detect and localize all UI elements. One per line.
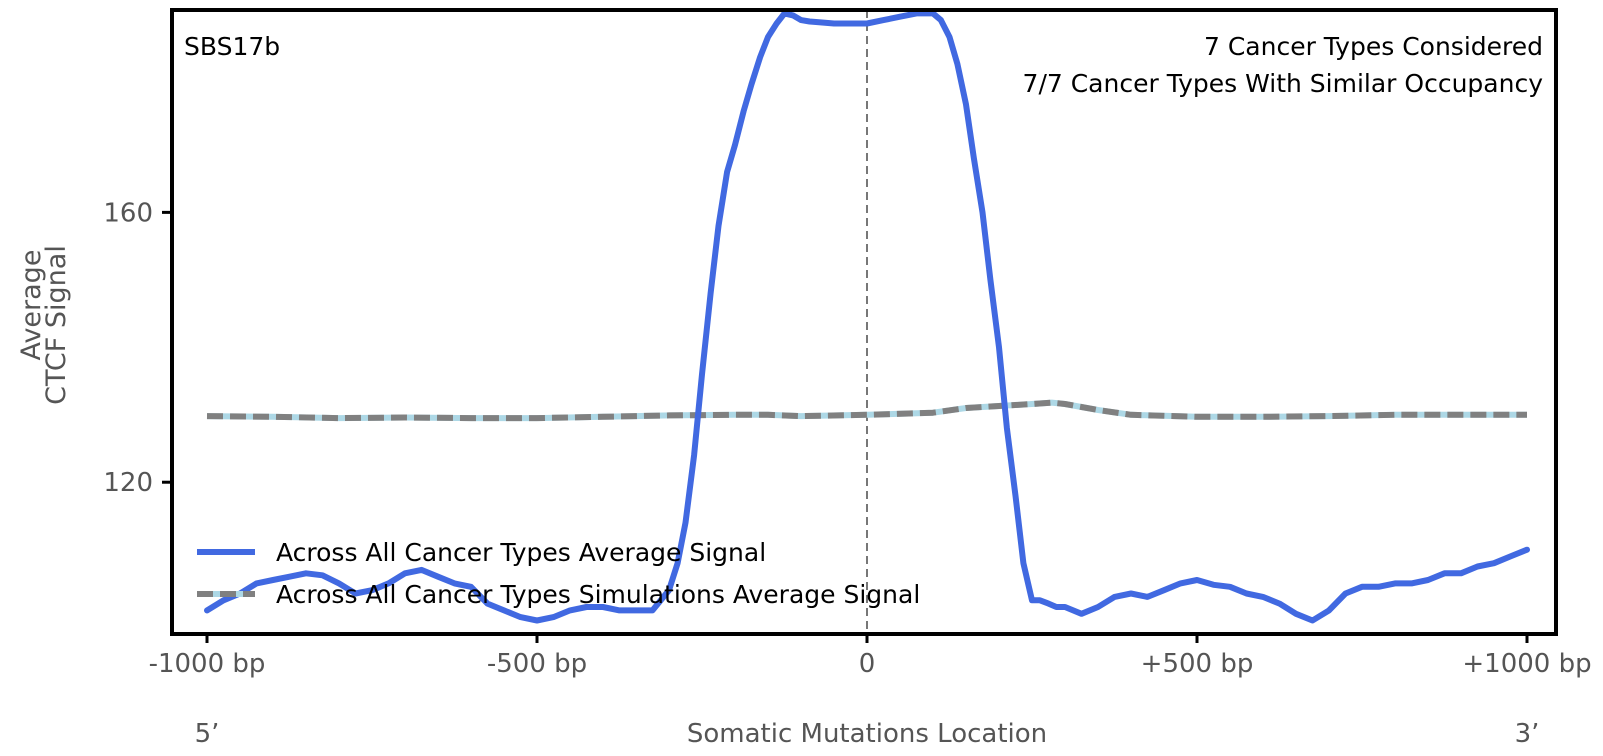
panel-label: SBS17b bbox=[184, 32, 280, 61]
five-prime-label: 5’ bbox=[195, 719, 220, 749]
x-axis-label: Somatic Mutations Location bbox=[687, 719, 1047, 749]
three-prime-label: 3’ bbox=[1515, 719, 1540, 749]
legend-label-simulations-signal: Across All Cancer Types Simulations Aver… bbox=[276, 580, 920, 609]
y-tick-label-1: 160 bbox=[103, 198, 153, 228]
legend: Across All Cancer Types Average Signal A… bbox=[197, 538, 920, 609]
x-tick-label-2: 0 bbox=[859, 649, 876, 679]
y-axis-label-line2: CTCF Signal bbox=[41, 245, 72, 405]
x-tick-label-0: -1000 bp bbox=[149, 649, 266, 679]
annotation-similar-occupancy: 7/7 Cancer Types With Similar Occupancy bbox=[1023, 69, 1544, 98]
x-tick-label-1: -500 bp bbox=[487, 649, 587, 679]
plot-frame bbox=[170, 8, 1558, 636]
axes-layer: -1000 bp -500 bp 0 +500 bp +1000 bp 120 160 bbox=[103, 198, 1591, 679]
series-simulations-average-signal bbox=[206, 399, 1527, 422]
annotation-cancer-types-considered: 7 Cancer Types Considered bbox=[1204, 32, 1543, 61]
legend-label-average-signal: Across All Cancer Types Average Signal bbox=[276, 538, 766, 567]
series-average-signal bbox=[204, 10, 1530, 624]
series-layer bbox=[204, 10, 1530, 624]
y-axis-label-line1: Average bbox=[16, 250, 47, 361]
x-tick-label-3: +500 bp bbox=[1141, 649, 1254, 679]
x-tick-label-4: +1000 bp bbox=[1462, 649, 1591, 679]
y-tick-label-0: 120 bbox=[103, 468, 153, 498]
